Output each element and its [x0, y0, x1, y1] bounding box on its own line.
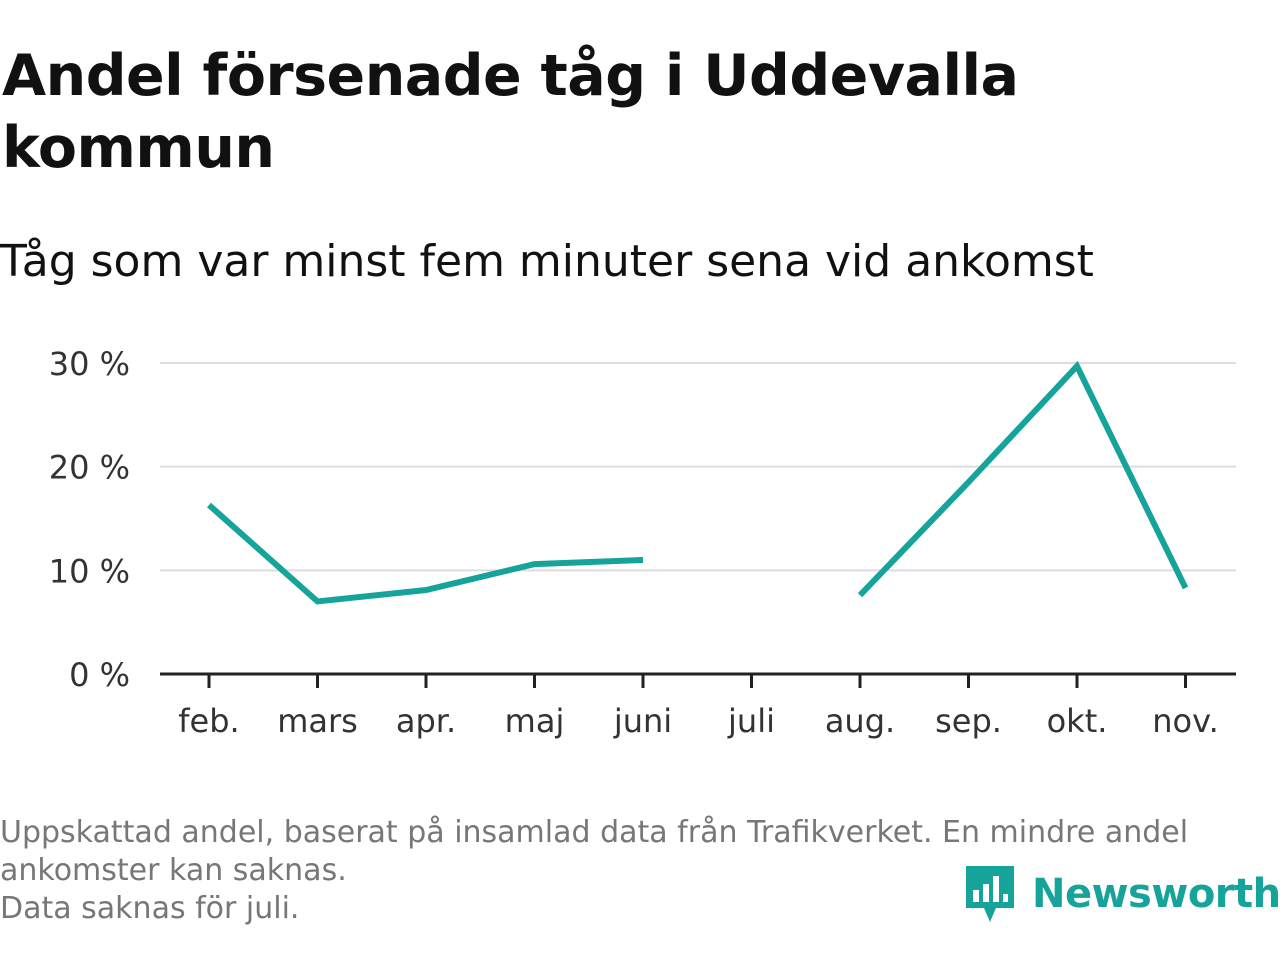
- x-tick-label: nov.: [1152, 702, 1218, 740]
- x-tick-label: apr.: [396, 702, 456, 740]
- y-tick-label: 0 %: [69, 656, 130, 694]
- series-lines: [207, 360, 1189, 605]
- x-tick-label: mars: [277, 702, 358, 740]
- footnote-line: Uppskattad andel, baserat på insamlad da…: [0, 815, 1189, 850]
- x-tick-label: feb.: [178, 702, 239, 740]
- x-tick-label: maj: [505, 702, 565, 740]
- y-tick-label: 10 %: [49, 552, 130, 590]
- brand-logo: Newsworthy: [964, 862, 1280, 926]
- y-tick-label: 20 %: [49, 449, 130, 487]
- chart-title: Andel försenade tåg i Uddevalla kommun: [2, 43, 1019, 181]
- chart-subtitle: Tåg som var minst fem minuter sena vid a…: [0, 236, 1094, 287]
- x-axis-ticks: feb. mars apr. maj juni juli aug. sep. okt. nov.: [178, 674, 1219, 740]
- x-tick-label: juni: [613, 702, 672, 740]
- x-tick-label: okt.: [1047, 702, 1108, 740]
- x-tick-label: juli: [727, 702, 775, 740]
- footnote: Uppskattad andel, baserat på insamlad da…: [0, 814, 1280, 928]
- series-line-segment: [207, 502, 644, 605]
- grid-lines: [160, 362, 1236, 572]
- line-chart: 0 % 10 % 20 % 30 % feb. mars apr. maj juni juli a…: [49, 345, 1236, 740]
- y-tick-label: 30 %: [49, 345, 130, 383]
- brand-name: Newsworthy: [1032, 871, 1280, 917]
- series-line-segment: [857, 360, 1189, 598]
- newsworthy-logo-icon: [966, 866, 1014, 922]
- x-tick-label: aug.: [825, 702, 895, 740]
- y-axis-ticks: 0 % 10 % 20 % 30 %: [49, 345, 130, 694]
- footnote-line: ankomster kan saknas.: [0, 853, 347, 888]
- footnote-line: Data saknas för juli.: [0, 891, 300, 926]
- x-tick-label: sep.: [935, 702, 1002, 740]
